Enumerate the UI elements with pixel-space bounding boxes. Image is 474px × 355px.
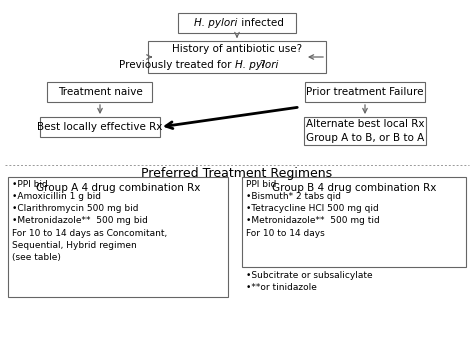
FancyBboxPatch shape — [8, 177, 228, 297]
Text: ?: ? — [259, 60, 264, 70]
Text: H. pylori: H. pylori — [235, 60, 278, 70]
Text: Prior treatment Failure: Prior treatment Failure — [306, 87, 424, 97]
FancyBboxPatch shape — [304, 117, 426, 145]
FancyBboxPatch shape — [40, 117, 160, 137]
Text: Group A 4 drug combination Rx: Group A 4 drug combination Rx — [36, 183, 200, 193]
Text: Group A to B, or B to A: Group A to B, or B to A — [306, 133, 424, 143]
Text: PPI bid
•Bismuth* 2 tabs qid
•Tetracycline HCl 500 mg qid
•Metronidazole**  500 : PPI bid •Bismuth* 2 tabs qid •Tetracycli… — [246, 180, 380, 237]
FancyBboxPatch shape — [178, 13, 296, 33]
Text: •PPI bid
•Amoxicillin 1 g bid
•Clarithromycin 500 mg bid
•Metronidazole**  500 m: •PPI bid •Amoxicillin 1 g bid •Clarithro… — [12, 180, 167, 262]
FancyBboxPatch shape — [242, 177, 466, 267]
Text: Group B 4 drug combination Rx: Group B 4 drug combination Rx — [272, 183, 436, 193]
Text: Treatment naive: Treatment naive — [58, 87, 142, 97]
Text: Previously treated for: Previously treated for — [119, 60, 235, 70]
Text: •Subcitrate or subsalicylate
•**or tinidazole: •Subcitrate or subsalicylate •**or tinid… — [246, 271, 373, 292]
Text: Alternate best local Rx: Alternate best local Rx — [306, 119, 424, 129]
Text: History of antibiotic use?: History of antibiotic use? — [172, 44, 302, 54]
FancyBboxPatch shape — [305, 82, 425, 102]
FancyBboxPatch shape — [47, 82, 153, 102]
Text: Best locally effective Rx: Best locally effective Rx — [37, 122, 163, 132]
Text: Preferred Treatment Regimens: Preferred Treatment Regimens — [141, 167, 333, 180]
Text: infected: infected — [238, 18, 284, 28]
FancyBboxPatch shape — [148, 41, 326, 73]
Text: H. pylori: H. pylori — [193, 18, 237, 28]
